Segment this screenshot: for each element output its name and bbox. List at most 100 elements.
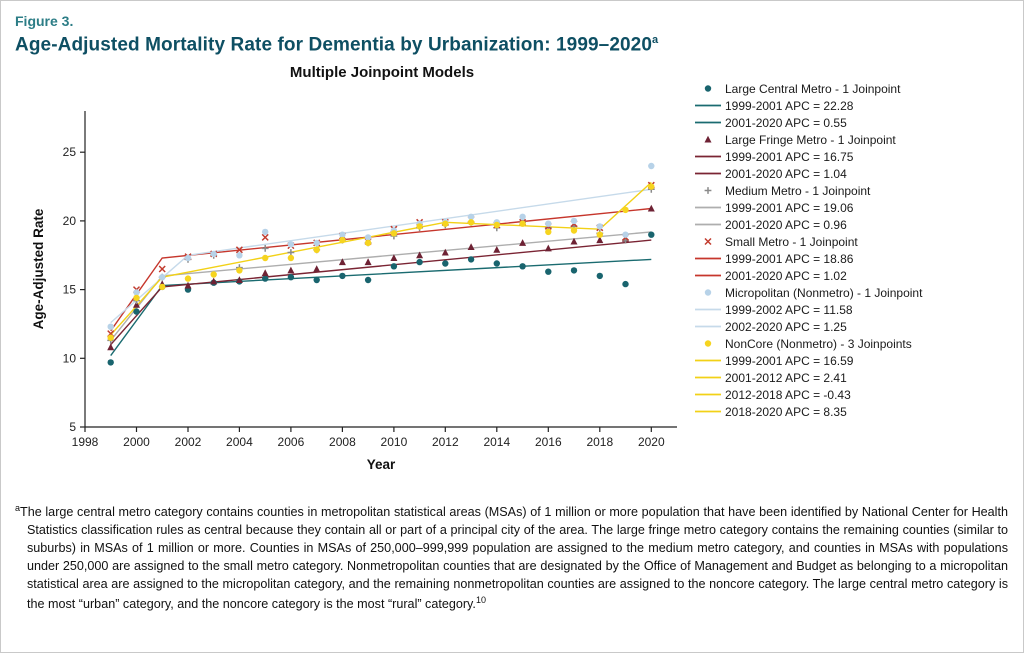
chart-legend: Large Central Metro - 1 Joinpoint 1999-20…	[691, 64, 991, 482]
legend-apc-entry: 1999-2001 APC = 22.28	[691, 97, 991, 114]
legend-apc-entry: 2012-2018 APC = -0.43	[691, 386, 991, 403]
small-metro-x-icon	[691, 235, 725, 248]
svg-text:Age-Adjusted Rate: Age-Adjusted Rate	[31, 208, 46, 329]
legend-apc-label: 1999-2001 APC = 22.28	[725, 98, 854, 113]
legend-line-swatch-icon	[691, 218, 725, 231]
legend-apc-label: 2018-2020 APC = 8.35	[725, 404, 847, 419]
chart-area: Multiple Joinpoint Models 5 10 15 20 25 1998 2…	[27, 64, 691, 482]
legend-series-name: Medium Metro - 1 Joinpoint	[725, 183, 871, 198]
svg-text:2014: 2014	[483, 435, 510, 449]
legend-line-swatch-icon	[691, 371, 725, 384]
legend-apc-entry: 1999-2001 APC = 16.75	[691, 148, 991, 165]
legend-series-name: Small Metro - 1 Joinpoint	[725, 234, 858, 249]
legend-apc-label: 1999-2001 APC = 16.75	[725, 149, 854, 164]
series-markers	[107, 183, 655, 342]
legend-apc-label: 2001-2020 APC = 0.96	[725, 217, 847, 232]
legend-apc-label: 2001-2020 APC = 0.55	[725, 115, 847, 130]
svg-text:10: 10	[63, 352, 77, 366]
legend-apc-label: 1999-2001 APC = 18.86	[725, 251, 854, 266]
legend-line-swatch-icon	[691, 167, 725, 180]
legend-apc-entry: 2001-2020 APC = 0.55	[691, 114, 991, 131]
legend-line-swatch-icon	[691, 116, 725, 129]
legend-series-label: Small Metro - 1 Joinpoint	[691, 233, 991, 250]
joinpoint-line	[110, 182, 652, 336]
legend-line-swatch-icon	[691, 150, 725, 163]
svg-text:2000: 2000	[123, 435, 150, 449]
figure-label: Figure 3.	[15, 13, 74, 29]
legend-series-label: Medium Metro - 1 Joinpoint	[691, 182, 991, 199]
legend-apc-entry: 2018-2020 APC = 8.35	[691, 403, 991, 420]
micropolitan-circle-icon	[691, 286, 725, 299]
legend-series-label: NonCore (Nonmetro) - 3 Joinpoints	[691, 335, 991, 352]
large-central-metro-circle-icon	[691, 82, 725, 95]
legend-series-label: Large Central Metro - 1 Joinpoint	[691, 80, 991, 97]
svg-text:20: 20	[63, 214, 77, 228]
legend-apc-label: 2001-2012 APC = 2.41	[725, 370, 847, 385]
legend-apc-label: 2012-2018 APC = -0.43	[725, 387, 851, 402]
legend-line-swatch-icon	[691, 99, 725, 112]
joinpoint-chart-svg: 5 10 15 20 25 1998 2000 2002 2004 2006 2008 2010 201…	[31, 111, 677, 472]
legend-apc-entry: 2001-2020 APC = 0.96	[691, 216, 991, 233]
legend-line-swatch-icon	[691, 354, 725, 367]
legend-apc-label: 2002-2020 APC = 1.25	[725, 319, 847, 334]
legend-apc-label: 1999-2001 APC = 19.06	[725, 200, 854, 215]
legend-line-swatch-icon	[691, 303, 725, 316]
chart-row: Multiple Joinpoint Models 5 10 15 20 25 1998 2…	[1, 64, 1023, 482]
legend-series-name: Large Central Metro - 1 Joinpoint	[725, 81, 901, 96]
footnote-reference-superscript: 10	[475, 594, 486, 605]
legend-series-label: Large Fringe Metro - 1 Joinpoint	[691, 131, 991, 148]
legend-apc-label: 1999-2002 APC = 11.58	[725, 302, 853, 317]
legend-apc-label: 2001-2020 APC = 1.02	[725, 268, 847, 283]
legend-line-swatch-icon	[691, 320, 725, 333]
svg-text:1998: 1998	[72, 435, 99, 449]
svg-text:2020: 2020	[638, 435, 665, 449]
footnote: aThe large central metro category contai…	[1, 502, 1023, 614]
svg-text:2004: 2004	[226, 435, 253, 449]
svg-text:2002: 2002	[175, 435, 202, 449]
series-markers	[107, 231, 655, 366]
svg-text:2012: 2012	[432, 435, 459, 449]
legend-series-name: Large Fringe Metro - 1 Joinpoint	[725, 132, 896, 147]
legend-apc-entry: 2001-2020 APC = 1.02	[691, 267, 991, 284]
legend-apc-label: 1999-2001 APC = 16.59	[725, 353, 854, 368]
footnote-text: The large central metro category contain…	[20, 505, 1008, 612]
svg-text:15: 15	[63, 283, 77, 297]
legend-series-label: Micropolitan (Nonmetro) - 1 Joinpoint	[691, 284, 991, 301]
legend-apc-entry: 2001-2012 APC = 2.41	[691, 369, 991, 386]
legend-apc-entry: 1999-2001 APC = 18.86	[691, 250, 991, 267]
svg-text:2010: 2010	[381, 435, 408, 449]
joinpoint-line	[110, 208, 652, 332]
figure-header: Figure 3. Age-Adjusted Mortality Rate fo…	[1, 1, 1023, 56]
medium-metro-plus-icon	[691, 184, 725, 197]
legend-line-swatch-icon	[691, 388, 725, 401]
legend-line-swatch-icon	[691, 405, 725, 418]
legend-line-swatch-icon	[691, 201, 725, 214]
legend-line-swatch-icon	[691, 252, 725, 265]
page-title-text: Age-Adjusted Mortality Rate for Dementia…	[15, 34, 653, 56]
svg-text:25: 25	[63, 146, 77, 160]
svg-text:2018: 2018	[586, 435, 613, 449]
legend-apc-entry: 1999-2002 APC = 11.58	[691, 301, 991, 318]
svg-text:5: 5	[69, 420, 76, 434]
legend-series-name: Micropolitan (Nonmetro) - 1 Joinpoint	[725, 285, 923, 300]
chart-axes: 5 10 15 20 25 1998 2000 2002 2004 2006 2008 2010 201…	[31, 111, 677, 472]
footnote-superscript: a	[15, 503, 21, 514]
page-title: Age-Adjusted Mortality Rate for Dementia…	[15, 34, 1007, 56]
noncore-circle-icon	[691, 337, 725, 350]
series-markers	[107, 186, 655, 345]
svg-text:2006: 2006	[278, 435, 305, 449]
series-markers	[107, 163, 655, 331]
legend-apc-entry: 1999-2001 APC = 16.59	[691, 352, 991, 369]
legend-line-swatch-icon	[691, 269, 725, 282]
page-title-superscript: a	[652, 34, 659, 46]
legend-apc-entry: 1999-2001 APC = 19.06	[691, 199, 991, 216]
svg-text:2008: 2008	[329, 435, 356, 449]
legend-series-name: NonCore (Nonmetro) - 3 Joinpoints	[725, 336, 912, 351]
svg-text:Year: Year	[367, 457, 396, 472]
legend-apc-label: 2001-2020 APC = 1.04	[725, 166, 847, 181]
large-fringe-metro-triangle-icon	[691, 133, 725, 146]
legend-apc-entry: 2001-2020 APC = 1.04	[691, 165, 991, 182]
chart-title: Multiple Joinpoint Models	[289, 64, 475, 82]
legend-apc-entry: 2002-2020 APC = 1.25	[691, 318, 991, 335]
